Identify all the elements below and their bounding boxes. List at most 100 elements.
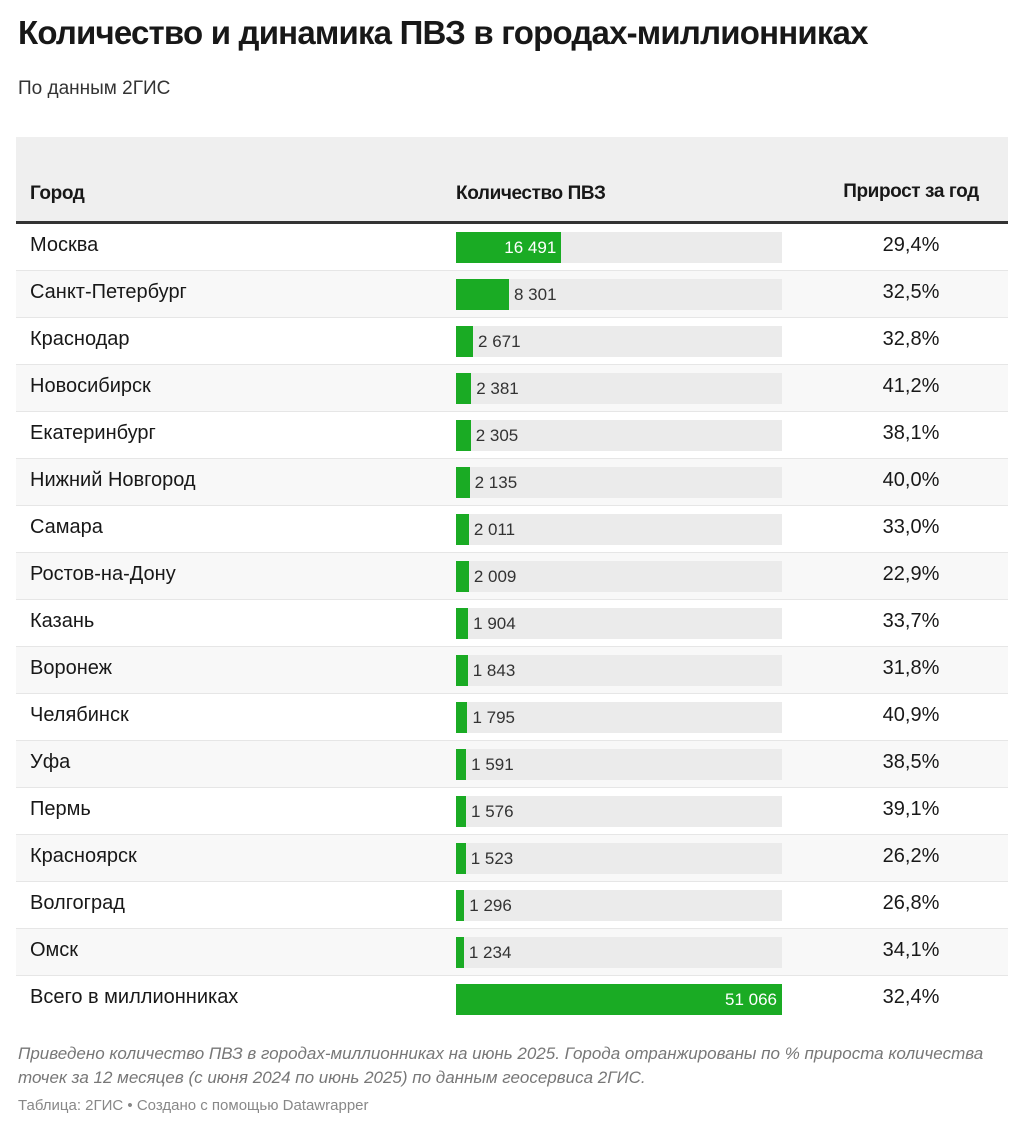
table-row: Пермь 1 576 39,1% <box>16 788 1008 835</box>
city-name: Нижний Новгород <box>30 469 196 491</box>
count-label: 1 296 <box>469 896 512 915</box>
city-name: Воронеж <box>30 657 113 679</box>
count-bar <box>456 467 470 498</box>
count-label: 1 576 <box>471 802 514 821</box>
count-label: 1 234 <box>468 943 512 962</box>
city-name: Казань <box>30 610 95 632</box>
count-bar <box>456 984 782 1015</box>
city-name: Всего в миллионниках <box>30 986 239 1008</box>
column-header-count[interactable]: Количество ПВЗ <box>456 183 606 204</box>
bar-track: 1 591 <box>456 749 782 780</box>
bar-track: 1 296 <box>456 890 782 921</box>
table-body: Москва 16 491 29,4% Санкт-Петербург 8 301… <box>16 224 1008 1022</box>
growth-value: 26,2% <box>882 845 940 867</box>
column-header-city[interactable]: Город <box>30 183 85 204</box>
city-name: Екатеринбург <box>30 422 156 444</box>
growth-value: 33,7% <box>882 610 940 632</box>
table-row: Санкт-Петербург 8 301 32,5% <box>16 271 1008 318</box>
data-table: Город Количество ПВЗ Прирост за год Моск… <box>16 137 1008 1022</box>
city-name: Волгоград <box>30 892 125 914</box>
growth-value: 39,1% <box>882 798 940 820</box>
city-name: Красноярск <box>30 845 137 867</box>
bar-track: 1 234 <box>456 937 782 968</box>
city-name: Новосибирск <box>30 375 151 397</box>
count-bar <box>456 843 466 874</box>
count-label: 2 135 <box>474 473 518 492</box>
count-bar <box>456 655 468 686</box>
table-row: Екатеринбург 2 305 38,1% <box>16 412 1008 459</box>
bar-track: 1 904 <box>456 608 782 639</box>
count-label: 2 011 <box>473 520 516 539</box>
count-bar <box>456 514 469 545</box>
table-header: Город Количество ПВЗ Прирост за год <box>16 137 1008 224</box>
count-bar <box>456 796 467 827</box>
footnote: Приведено количество ПВЗ в городах-милли… <box>18 1044 984 1087</box>
count-label: 2 381 <box>476 379 519 398</box>
count-bar <box>456 279 509 310</box>
growth-value: 40,0% <box>882 469 940 491</box>
city-name: Москва <box>30 234 99 256</box>
table-row: Омск 1 234 34,1% <box>16 929 1008 976</box>
city-name: Ростов-на-Дону <box>30 563 176 585</box>
count-bar <box>456 749 467 780</box>
chart-subtitle: По данным 2ГИС <box>18 78 171 99</box>
count-label: 2 305 <box>475 426 519 445</box>
bar-track: 1 523 <box>456 843 782 874</box>
growth-value: 31,8% <box>882 657 940 679</box>
count-label: 1 904 <box>473 614 516 633</box>
count-bar <box>456 420 471 451</box>
growth-value: 38,1% <box>882 422 940 444</box>
count-label: 1 843 <box>472 661 516 680</box>
table-row: Новосибирск 2 381 41,2% <box>16 365 1008 412</box>
growth-value: 38,5% <box>882 751 940 773</box>
bar-track: 1 795 <box>456 702 782 733</box>
bar-track: 2 381 <box>456 373 782 404</box>
city-name: Самара <box>30 516 103 538</box>
count-label: 16 491 <box>504 238 557 257</box>
city-name: Санкт-Петербург <box>30 281 187 303</box>
table-row: Самара 2 011 33,0% <box>16 506 1008 553</box>
table-row: Казань 1 904 33,7% <box>16 600 1008 647</box>
table-row: Москва 16 491 29,4% <box>16 224 1008 271</box>
growth-value: 40,9% <box>882 704 940 726</box>
table-row: Воронеж 1 843 31,8% <box>16 647 1008 694</box>
growth-value: 29,4% <box>882 234 940 256</box>
count-label: 8 301 <box>513 285 557 304</box>
bar-track: 16 491 <box>456 232 782 263</box>
count-bar <box>456 561 469 592</box>
table-row-total: Всего в миллионниках 51 066 32,4% <box>16 976 1008 1022</box>
count-bar <box>456 232 562 263</box>
byline: Таблица: 2ГИС • Создано с помощью Datawr… <box>18 1097 369 1114</box>
column-header-growth[interactable]: Прирост за год <box>843 181 979 202</box>
bar-track: 2 305 <box>456 420 782 451</box>
bar-track: 2 009 <box>456 561 782 592</box>
growth-value: 33,0% <box>882 516 940 538</box>
count-bar <box>456 937 464 968</box>
bar-track: 8 301 <box>456 279 782 310</box>
growth-value: 22,9% <box>882 563 940 585</box>
count-bar <box>456 890 465 921</box>
chart-title: Количество и динамика ПВЗ в городах-милл… <box>18 14 868 51</box>
growth-value: 26,8% <box>882 892 940 914</box>
growth-value: 32,4% <box>882 986 940 1008</box>
city-name: Омск <box>30 939 79 961</box>
table-row: Красноярск 1 523 26,2% <box>16 835 1008 882</box>
count-label: 1 523 <box>470 849 514 868</box>
table-row: Челябинск 1 795 40,9% <box>16 694 1008 741</box>
table-row: Краснодар 2 671 32,8% <box>16 318 1008 365</box>
bar-track: 2 011 <box>456 514 782 545</box>
bar-track: 51 066 <box>456 984 782 1015</box>
table-row: Ростов-на-Дону 2 009 22,9% <box>16 553 1008 600</box>
count-bar <box>456 326 474 357</box>
count-bar <box>456 608 469 639</box>
count-label: 2 671 <box>478 332 521 351</box>
count-bar <box>456 702 468 733</box>
growth-value: 32,8% <box>882 328 940 350</box>
count-label: 51 066 <box>725 990 777 1009</box>
growth-value: 32,5% <box>882 281 940 303</box>
city-name: Краснодар <box>30 328 130 350</box>
count-bar <box>456 373 472 404</box>
city-name: Челябинск <box>30 704 129 726</box>
count-label: 1 591 <box>471 755 514 774</box>
bar-track: 1 576 <box>456 796 782 827</box>
